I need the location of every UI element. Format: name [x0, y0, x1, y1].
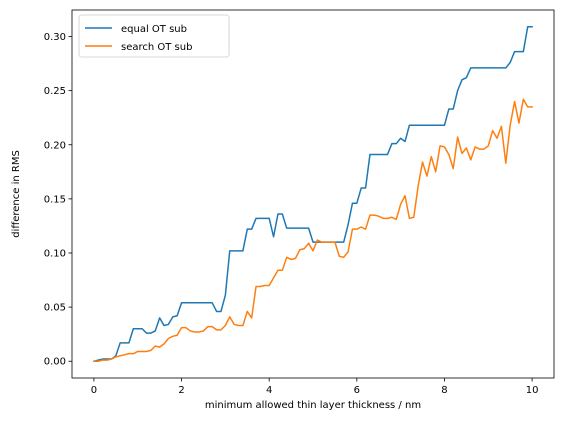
legend-box — [78, 14, 230, 58]
y-tick-label: 0.20 — [44, 140, 66, 151]
y-tick-label: 0.15 — [44, 194, 66, 205]
legend-label-2: search OT sub — [121, 42, 192, 53]
x-axis-label: minimum allowed thin layer thickness / n… — [205, 400, 421, 411]
x-axis: 0 2 4 6 8 10 — [91, 378, 539, 396]
x-tick-label: 6 — [354, 385, 360, 396]
axes-frame — [71, 9, 555, 379]
x-tick-label: 2 — [178, 385, 184, 396]
y-axis: 0.00 0.05 0.10 0.15 0.20 0.25 0.30 — [44, 32, 72, 368]
y-tick-label: 0.30 — [44, 32, 66, 43]
y-tick-label: 0.25 — [44, 86, 66, 97]
y-tick-label: 0.00 — [44, 357, 66, 368]
y-axis-label: difference in RMS — [11, 150, 22, 238]
series-line-1 — [93, 26, 533, 363]
x-tick-label: 8 — [441, 385, 447, 396]
legend-label-1: equal OT sub — [121, 24, 187, 35]
y-tick-label: 0.05 — [44, 303, 66, 314]
series-layer — [93, 26, 533, 363]
series-line-2 — [93, 98, 533, 362]
y-tick-label: 0.10 — [44, 248, 66, 259]
legend: equal OT sub search OT sub — [78, 14, 230, 58]
x-tick-label: 0 — [91, 385, 97, 396]
x-tick-label: 4 — [266, 385, 272, 396]
x-tick-label: 10 — [526, 385, 539, 396]
